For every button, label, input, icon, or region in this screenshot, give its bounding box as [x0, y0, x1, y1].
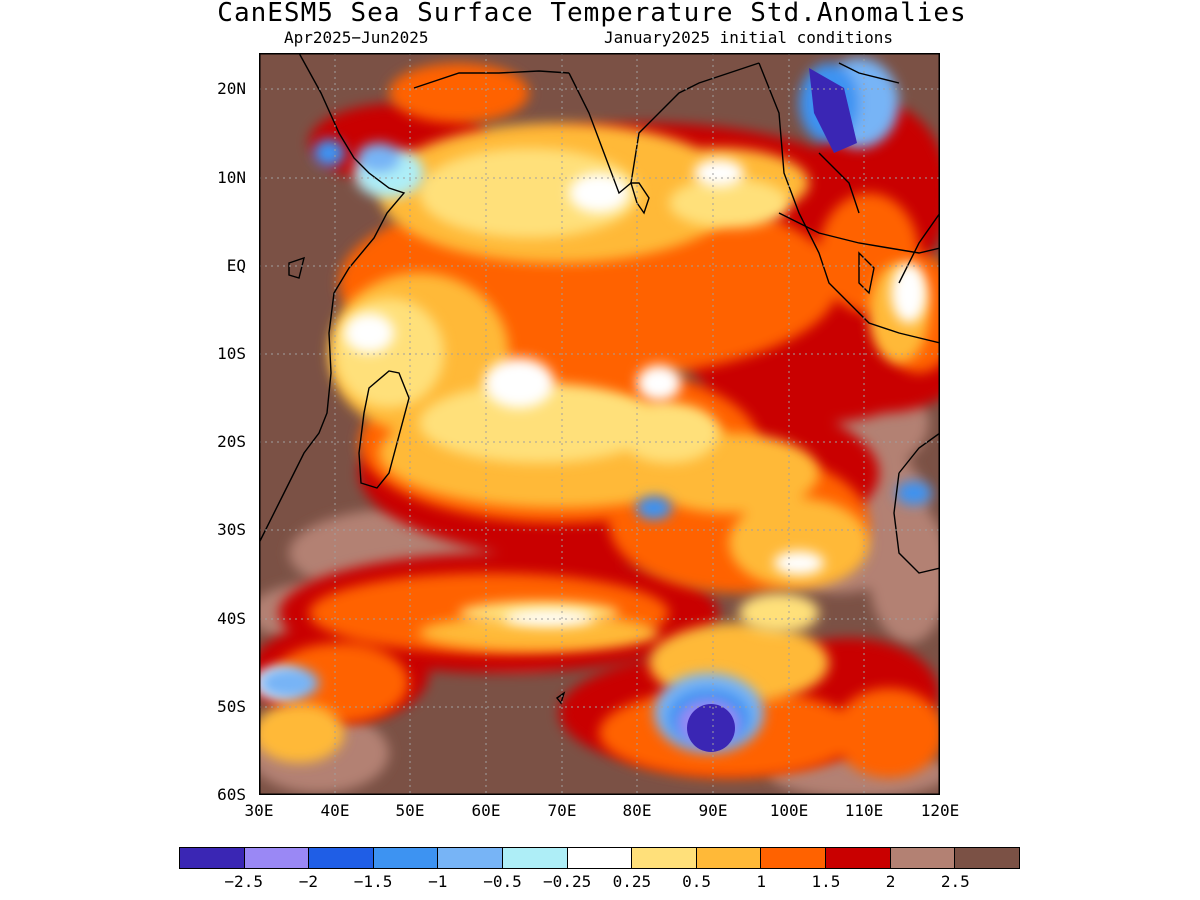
- colorbar-tick-label: 0.25: [612, 872, 652, 891]
- lat-label-10s: 10S: [217, 344, 246, 363]
- chart-title: CanESM5 Sea Surface Temperature Std.Anom…: [217, 0, 967, 28]
- colorbar-swatch: [761, 848, 827, 868]
- graticule: [259, 53, 940, 795]
- colorbar-swatch: [438, 848, 504, 868]
- colorbar-tick-label: −1: [428, 872, 448, 891]
- colorbar-tick-label: −2: [298, 872, 318, 891]
- colorbar-swatch: [567, 848, 633, 868]
- colorbar-tick-label: 2.5: [940, 872, 970, 891]
- lat-label-10n: 10N: [217, 168, 246, 187]
- lon-label-90e: 90E: [698, 801, 728, 820]
- lat-label-20s: 20S: [217, 432, 246, 451]
- lon-label-80e: 80E: [622, 801, 652, 820]
- lon-label-120e: 120E: [920, 801, 960, 820]
- lat-label-50s: 50S: [217, 697, 246, 716]
- lon-label-40e: 40E: [320, 801, 350, 820]
- lon-label-60e: 60E: [471, 801, 501, 820]
- colorbar-tick-label: −0.25: [543, 872, 592, 891]
- lat-label-40s: 40S: [217, 609, 246, 628]
- lat-label-20n: 20N: [217, 79, 246, 98]
- colorbar-swatch: [503, 848, 568, 868]
- lat-label-60s: 60S: [217, 785, 246, 804]
- colorbar-swatch: [826, 848, 891, 868]
- colorbar-tick-label: 1: [756, 872, 767, 891]
- lon-label-110e: 110E: [844, 801, 884, 820]
- lat-label-eq: EQ: [226, 256, 246, 275]
- colorbar-swatch: [373, 848, 439, 868]
- lon-label-100e: 100E: [769, 801, 809, 820]
- colorbar-swatch: [244, 848, 310, 868]
- colorbar-swatch: [632, 848, 697, 868]
- period-subtitle: Apr2025−Jun2025: [284, 28, 429, 47]
- colorbar-swatch: [180, 848, 245, 868]
- colorbar-tick-label: −0.5: [483, 872, 522, 891]
- lat-label-30s: 30S: [217, 520, 246, 539]
- initial-conditions-subtitle: January2025 initial conditions: [604, 28, 893, 47]
- lon-label-30e: 30E: [244, 801, 274, 820]
- colorbar-tick-label: −1.5: [353, 872, 393, 891]
- colorbar-tick-label: −2.5: [224, 872, 263, 891]
- colorbar-tick-label: 0.5: [682, 872, 711, 891]
- colorbar-swatch: [696, 848, 762, 868]
- colorbar-swatch: [955, 848, 1019, 868]
- colorbar-tick-label: 2: [885, 872, 896, 891]
- coastlines: [259, 53, 940, 705]
- anomaly-field-strong-negative: [687, 68, 857, 752]
- colorbar-tick-label: 1.5: [811, 872, 841, 891]
- colorbar-swatch: [890, 848, 956, 868]
- lon-label-50e: 50E: [395, 801, 425, 820]
- lon-label-70e: 70E: [547, 801, 577, 820]
- map-border: [259, 53, 940, 795]
- anomaly-map: [259, 53, 940, 795]
- colorbar: [179, 847, 1020, 869]
- colorbar-swatch: [309, 848, 374, 868]
